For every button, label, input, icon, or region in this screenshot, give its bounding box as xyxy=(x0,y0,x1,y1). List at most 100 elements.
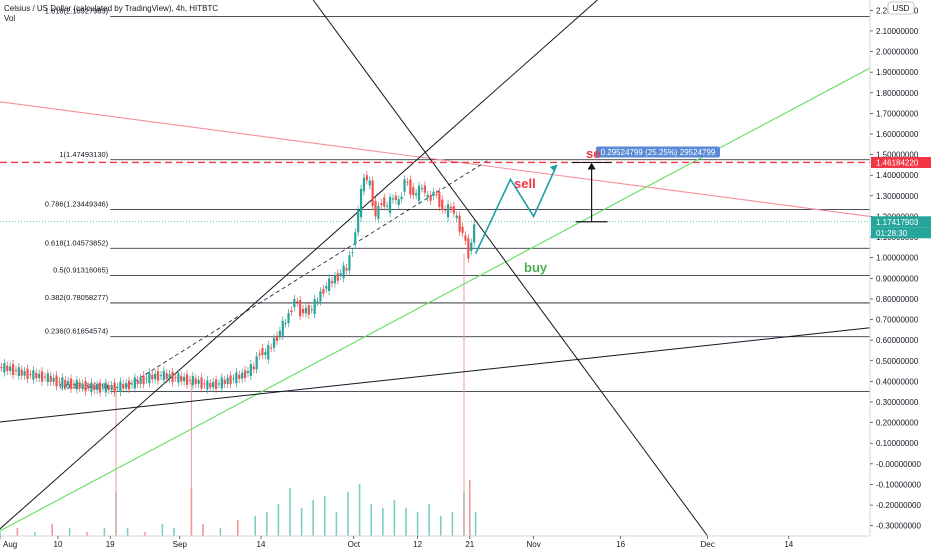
volume-bar xyxy=(86,532,88,536)
candle-body xyxy=(365,175,368,181)
measure-label-box xyxy=(596,146,720,158)
candle-body xyxy=(270,347,273,349)
chart-title: Celsius / US Dollar (calculated by Tradi… xyxy=(4,4,219,13)
candle-body xyxy=(444,209,447,211)
candle-body xyxy=(252,366,255,370)
volume-bar xyxy=(474,512,477,536)
fib-label: 0.5(0.91316065) xyxy=(53,266,109,275)
candle-body xyxy=(391,198,395,200)
candle-body xyxy=(246,371,250,374)
candle-body xyxy=(104,382,107,393)
candle-body xyxy=(107,385,110,391)
volume-bar xyxy=(237,520,239,536)
fib-label: 1(1.47493130) xyxy=(59,150,108,159)
candle-body xyxy=(46,373,49,383)
price-tag xyxy=(871,216,931,228)
price-tag-label: 01:28:30 xyxy=(876,229,908,238)
candle-body xyxy=(258,353,261,356)
volume-bar xyxy=(382,508,384,536)
candle-body xyxy=(183,376,186,382)
candle-body xyxy=(354,232,357,245)
candle-body xyxy=(232,378,235,380)
candle-body xyxy=(452,206,455,214)
x-tick-label: Nov xyxy=(526,540,540,549)
candle-body xyxy=(165,373,168,379)
candle-body xyxy=(43,376,47,378)
candle-body xyxy=(461,226,464,233)
sell-annotation-clipped: se xyxy=(586,146,600,161)
x-tick-label: 16 xyxy=(616,540,625,549)
volume-bar xyxy=(358,484,361,536)
candle-body xyxy=(374,201,377,217)
candle-body xyxy=(217,383,221,385)
volume-bar xyxy=(173,528,175,536)
candle-body xyxy=(133,377,136,389)
candle-body xyxy=(203,383,206,385)
x-tick-label: Sep xyxy=(173,540,188,549)
y-tick-label: 1.00000000 xyxy=(876,254,919,263)
candle-body xyxy=(11,364,15,375)
candle-body xyxy=(470,242,473,252)
candle-body xyxy=(429,195,432,201)
y-tick-label: 0.30000000 xyxy=(876,398,919,407)
candle-body xyxy=(449,206,453,209)
candle-body xyxy=(58,381,61,383)
candle-body xyxy=(371,180,374,206)
measure-arrowhead xyxy=(587,162,596,170)
candle-body xyxy=(368,180,371,186)
green-trend-line xyxy=(0,67,871,532)
candle-body xyxy=(238,374,241,379)
candle-body xyxy=(200,377,203,389)
candle-body xyxy=(64,379,67,386)
candle-body xyxy=(191,375,194,386)
candle-body xyxy=(220,377,223,389)
candle-body xyxy=(377,205,380,219)
volume-bar xyxy=(370,504,372,536)
candle-body xyxy=(299,300,302,317)
candle-body xyxy=(174,377,177,379)
candle-body xyxy=(49,375,52,382)
y-tick-label: 0.50000000 xyxy=(876,357,919,366)
volume-bar xyxy=(219,528,222,536)
candle-body xyxy=(351,252,354,254)
candle-body xyxy=(255,356,258,370)
candle-body xyxy=(23,371,26,376)
candle-body xyxy=(426,195,429,198)
candle-body xyxy=(9,366,12,371)
projection-arrowhead xyxy=(549,164,557,172)
volume-bar xyxy=(103,528,106,536)
y-tick-label: -0.10000000 xyxy=(876,480,921,489)
candle-body xyxy=(110,385,113,391)
candle-body xyxy=(330,280,334,284)
volume-bar xyxy=(347,492,349,536)
x-tick-label: Oct xyxy=(348,540,361,549)
x-tick-label: 14 xyxy=(784,540,793,549)
candles xyxy=(0,171,476,397)
candle-body xyxy=(342,265,345,279)
candle-body xyxy=(417,185,421,201)
volume-bar xyxy=(266,512,268,536)
candle-body xyxy=(145,378,148,380)
price-tag xyxy=(871,227,931,239)
volume-bar xyxy=(393,500,396,536)
x-tick-label: 21 xyxy=(465,540,474,549)
candle-body xyxy=(90,382,93,393)
fib-label: 0(0.35138999) xyxy=(59,381,108,390)
candle-body xyxy=(209,383,212,388)
y-tick-label: 2.00000000 xyxy=(876,48,919,57)
candle-body xyxy=(113,382,116,393)
candle-body xyxy=(261,347,264,355)
candle-body xyxy=(156,371,160,381)
candle-body xyxy=(119,381,122,393)
candle-body xyxy=(122,384,125,389)
candle-body xyxy=(272,338,276,348)
candle-body xyxy=(69,378,73,389)
candle-body xyxy=(328,278,331,291)
y-tick-label: 1.60000000 xyxy=(876,130,919,139)
buy-annotation: buy xyxy=(524,260,548,275)
volume-bar xyxy=(469,480,471,536)
volume-bar xyxy=(126,528,129,536)
y-tick-label: 0.70000000 xyxy=(876,316,919,325)
